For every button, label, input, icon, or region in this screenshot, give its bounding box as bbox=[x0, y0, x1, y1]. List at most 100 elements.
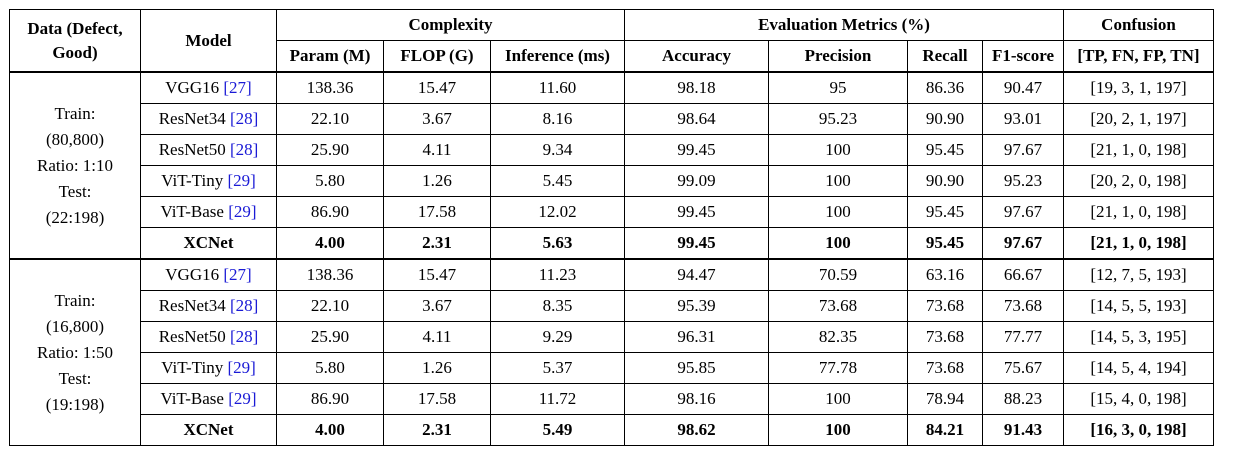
citation-link[interactable]: [28] bbox=[229, 327, 259, 346]
param-cell: 5.80 bbox=[276, 352, 384, 384]
citation-link[interactable]: [29] bbox=[227, 358, 256, 377]
param-cell: 4.00 bbox=[276, 227, 384, 260]
table-row: ResNet34 [28] 22.10 3.67 8.35 95.39 73.68 73.6… bbox=[10, 290, 1214, 322]
model-cell: ViT-Tiny [29] bbox=[140, 165, 277, 197]
f1-cell: 88.23 bbox=[982, 383, 1064, 415]
recall-cell: 84.21 bbox=[907, 414, 983, 446]
confusion-cell: [21, 1, 0, 198] bbox=[1063, 134, 1214, 166]
inference-cell: 5.63 bbox=[490, 227, 625, 260]
precision-cell: 95 bbox=[768, 71, 908, 104]
accuracy-cell: 99.45 bbox=[624, 196, 769, 228]
data-split-cell: Train: (80,800) Ratio: 1:10 Test: (22:198) bbox=[9, 71, 141, 260]
confusion-cell: [14, 5, 3, 195] bbox=[1063, 321, 1214, 353]
citation-link[interactable]: [28] bbox=[229, 296, 259, 315]
citation-link[interactable]: [28] bbox=[229, 140, 259, 159]
precision-cell: 100 bbox=[768, 414, 908, 446]
recall-cell: 63.16 bbox=[907, 258, 983, 291]
precision-cell: 82.35 bbox=[768, 321, 908, 353]
param-cell: 22.10 bbox=[276, 103, 384, 135]
inference-cell: 8.16 bbox=[490, 103, 625, 135]
recall-cell: 95.45 bbox=[907, 227, 983, 260]
data-split-line: Test: bbox=[58, 181, 92, 201]
inference-cell: 11.23 bbox=[490, 258, 625, 291]
precision-cell: 70.59 bbox=[768, 258, 908, 291]
accuracy-cell: 98.64 bbox=[624, 103, 769, 135]
data-split-line: Ratio: 1:10 bbox=[36, 155, 114, 175]
inference-cell: 9.34 bbox=[490, 134, 625, 166]
inference-cell: 11.72 bbox=[490, 383, 625, 415]
param-cell: 86.90 bbox=[276, 196, 384, 228]
precision-cell: 100 bbox=[768, 134, 908, 166]
f1-cell: 97.67 bbox=[982, 196, 1064, 228]
precision-cell: 95.23 bbox=[768, 103, 908, 135]
f1-cell: 73.68 bbox=[982, 290, 1064, 322]
model-cell: ViT-Tiny [29] bbox=[140, 352, 277, 384]
f1-cell: 90.47 bbox=[982, 71, 1064, 104]
citation-link[interactable]: [27] bbox=[223, 265, 252, 284]
f1-cell: 77.77 bbox=[982, 321, 1064, 353]
flop-cell: 15.47 bbox=[383, 258, 491, 291]
accuracy-cell: 96.31 bbox=[624, 321, 769, 353]
table-row: XCNet 4.00 2.31 5.63 99.45 100 95.45 97.67 [21, … bbox=[10, 227, 1214, 260]
model-name: ResNet50 bbox=[158, 140, 226, 159]
precision-cell: 100 bbox=[768, 227, 908, 260]
precision-cell: 100 bbox=[768, 383, 908, 415]
model-name: ResNet50 bbox=[158, 327, 226, 346]
flop-cell: 2.31 bbox=[383, 414, 491, 446]
inference-cell: 12.02 bbox=[490, 196, 625, 228]
param-cell: 5.80 bbox=[276, 165, 384, 197]
model-cell: ResNet50 [28] bbox=[140, 321, 277, 353]
recall-cell: 95.45 bbox=[907, 196, 983, 228]
confusion-cell: [21, 1, 0, 198] bbox=[1063, 227, 1214, 260]
recall-cell: 90.90 bbox=[907, 103, 983, 135]
data-split-line: (80,800) bbox=[45, 129, 105, 149]
recall-cell: 90.90 bbox=[907, 165, 983, 197]
accuracy-cell: 99.09 bbox=[624, 165, 769, 197]
header-confusion-sub: [TP, FN, FP, TN] bbox=[1063, 40, 1214, 73]
citation-link[interactable]: [29] bbox=[228, 202, 257, 221]
header-confusion: Confusion bbox=[1063, 9, 1214, 41]
confusion-cell: [14, 5, 4, 194] bbox=[1063, 352, 1214, 384]
f1-cell: 93.01 bbox=[982, 103, 1064, 135]
citation-link[interactable]: [28] bbox=[229, 109, 259, 128]
citation-link[interactable]: [29] bbox=[227, 171, 256, 190]
header-flop: FLOP (G) bbox=[383, 40, 491, 73]
model-name: ResNet34 bbox=[158, 109, 226, 128]
citation-link[interactable]: [29] bbox=[228, 389, 257, 408]
model-name: XCNet bbox=[183, 420, 234, 439]
inference-cell: 5.37 bbox=[490, 352, 625, 384]
param-cell: 25.90 bbox=[276, 134, 384, 166]
f1-cell: 95.23 bbox=[982, 165, 1064, 197]
accuracy-cell: 94.47 bbox=[624, 258, 769, 291]
data-split-line: (16,800) bbox=[45, 316, 105, 336]
recall-cell: 73.68 bbox=[907, 290, 983, 322]
header-complexity: Complexity bbox=[276, 9, 625, 41]
model-name: VGG16 bbox=[165, 78, 220, 97]
param-cell: 86.90 bbox=[276, 383, 384, 415]
confusion-cell: [14, 5, 5, 193] bbox=[1063, 290, 1214, 322]
confusion-cell: [20, 2, 1, 197] bbox=[1063, 103, 1214, 135]
flop-cell: 17.58 bbox=[383, 196, 491, 228]
flop-cell: 3.67 bbox=[383, 103, 491, 135]
model-name: ViT-Base bbox=[160, 202, 224, 221]
citation-link[interactable]: [27] bbox=[223, 78, 252, 97]
flop-cell: 4.11 bbox=[383, 134, 491, 166]
header-accuracy: Accuracy bbox=[624, 40, 769, 73]
flop-cell: 3.67 bbox=[383, 290, 491, 322]
data-split-line: Train: bbox=[54, 290, 96, 310]
recall-cell: 78.94 bbox=[907, 383, 983, 415]
confusion-cell: [21, 1, 0, 198] bbox=[1063, 196, 1214, 228]
table-row: Train: (16,800) Ratio: 1:50 Test: (19:198) VG… bbox=[9, 258, 1214, 446]
table-row: Train: (80,800) Ratio: 1:10 Test: (22:198) VG… bbox=[9, 71, 1214, 260]
model-cell: VGG16 [27] bbox=[140, 71, 277, 104]
data-split-line: Test: bbox=[58, 368, 92, 388]
model-name: XCNet bbox=[183, 233, 234, 252]
header-data: Data (Defect, Good) bbox=[9, 9, 141, 73]
param-cell: 138.36 bbox=[276, 71, 384, 104]
recall-cell: 95.45 bbox=[907, 134, 983, 166]
f1-cell: 91.43 bbox=[982, 414, 1064, 446]
param-cell: 138.36 bbox=[276, 258, 384, 291]
data-split-line: Train: bbox=[54, 103, 96, 123]
header-inference: Inference (ms) bbox=[490, 40, 625, 73]
header-f1: F1-score bbox=[982, 40, 1064, 73]
